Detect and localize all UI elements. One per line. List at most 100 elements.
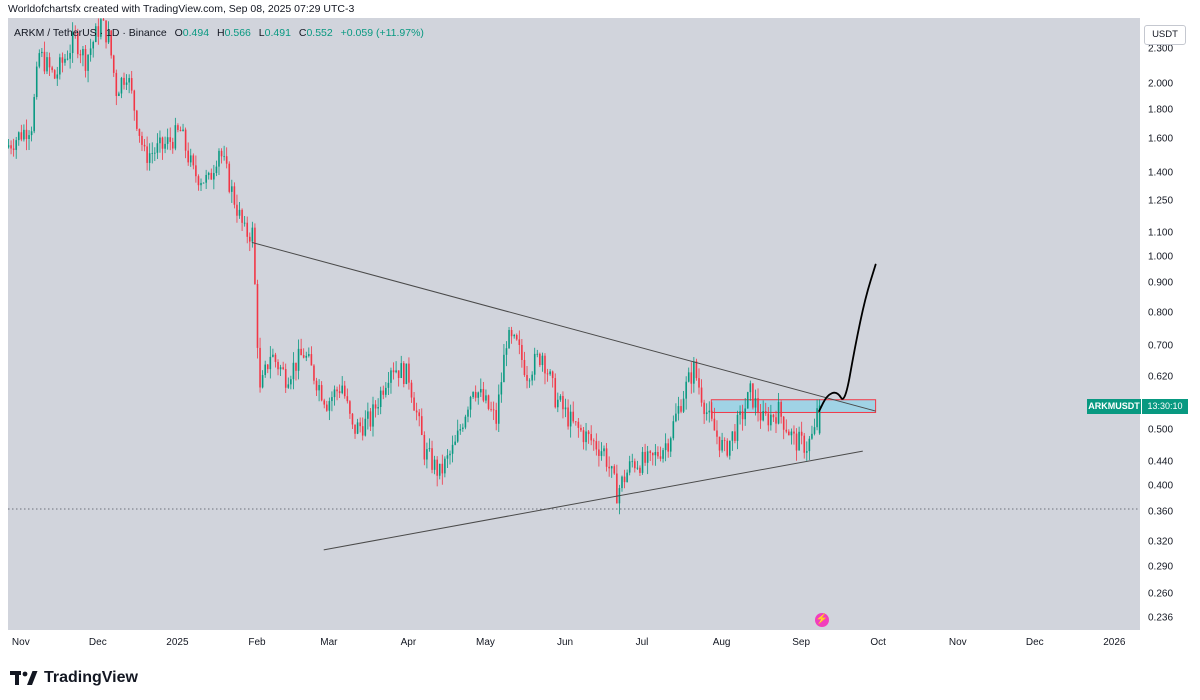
candle-body xyxy=(433,459,436,470)
candle-body xyxy=(20,132,23,140)
time-tick-label: May xyxy=(475,637,495,648)
candle-body xyxy=(567,407,569,427)
candle-body xyxy=(423,434,426,460)
price-tick-label: 2.300 xyxy=(1148,43,1174,55)
candle-body xyxy=(559,396,562,400)
candle-body xyxy=(454,441,456,445)
candle-body xyxy=(220,150,223,157)
brand-footer[interactable]: TradingView xyxy=(10,667,138,689)
brand-name: TradingView xyxy=(44,669,138,686)
lightning-icon[interactable]: ⚡ xyxy=(815,613,829,627)
candle-body xyxy=(788,431,790,436)
candle-body xyxy=(166,137,169,144)
price-chart[interactable] xyxy=(8,18,1140,630)
candle-body xyxy=(698,378,700,388)
candle-body xyxy=(159,137,161,144)
candle-body xyxy=(343,385,346,397)
candle-body xyxy=(97,26,100,37)
candle-body xyxy=(395,370,397,373)
candle-body xyxy=(374,404,377,409)
candle-body xyxy=(92,42,95,49)
candle-body xyxy=(308,354,310,356)
candle-body xyxy=(274,354,277,362)
candle-body xyxy=(800,431,803,436)
candle-body xyxy=(241,209,243,223)
candle-body xyxy=(775,417,777,424)
candle-body xyxy=(569,411,572,427)
candle-body xyxy=(531,374,533,381)
price-tick-label: 1.000 xyxy=(1148,251,1174,263)
candle-body xyxy=(785,429,788,432)
price-tick-label: 0.900 xyxy=(1148,277,1174,289)
candle-body xyxy=(77,32,79,55)
candle-body xyxy=(713,418,716,431)
candle-body xyxy=(605,448,608,467)
candle-body xyxy=(336,389,338,392)
candle-body xyxy=(546,373,549,375)
time-tick-label: Dec xyxy=(1025,637,1044,648)
candle-body xyxy=(539,353,541,366)
candle-body xyxy=(521,344,523,360)
candle-body xyxy=(320,385,323,401)
candle-body xyxy=(120,77,123,94)
symbol-legend: ARKM / TetherUS · 1D · Binance O0.494 H0… xyxy=(14,27,424,39)
candle-body xyxy=(469,397,472,410)
candle-body xyxy=(364,418,367,436)
chart-area[interactable] xyxy=(8,18,1140,630)
open-value: 0.494 xyxy=(182,27,210,39)
candle-body xyxy=(146,146,148,163)
candle-body xyxy=(17,132,20,141)
candle-body xyxy=(764,411,767,414)
candle-body xyxy=(608,466,610,469)
candle-body xyxy=(413,397,415,411)
candle-body xyxy=(795,433,798,451)
candle-body xyxy=(736,414,739,441)
candle-body xyxy=(205,174,207,183)
time-axis[interactable]: Nov Dec 2025 Feb Mar Apr May Jun Jul Aug Sep Oct Nov… xyxy=(8,630,1140,656)
candle-body xyxy=(808,438,811,452)
candle-body xyxy=(51,67,53,71)
candle-body xyxy=(677,406,680,414)
candle-body xyxy=(277,361,279,370)
candle-body xyxy=(456,430,459,442)
candle-body xyxy=(669,438,672,452)
candle-body xyxy=(390,370,392,383)
high-value: 0.566 xyxy=(224,27,251,39)
time-tick-label: Dec xyxy=(88,637,107,648)
candle-body xyxy=(528,380,531,382)
currency-selector[interactable]: USDT xyxy=(1144,25,1186,45)
price-axis[interactable]: 2.300 2.000 1.800 1.600 1.400 1.250 1.100 1.000… xyxy=(1140,18,1200,630)
candle-body xyxy=(313,365,315,381)
candle-body xyxy=(192,155,195,166)
candle-body xyxy=(179,129,182,132)
candle-body xyxy=(690,372,693,384)
candle-body xyxy=(133,90,136,111)
candle-body xyxy=(464,416,467,428)
candle-body xyxy=(164,143,166,149)
candle-body xyxy=(246,222,249,237)
candle-body xyxy=(449,453,451,456)
candle-body xyxy=(272,354,274,357)
candle-body xyxy=(418,412,420,417)
price-tick-label: 0.700 xyxy=(1148,340,1174,352)
candle-body xyxy=(729,440,731,456)
candle-body xyxy=(752,383,754,408)
price-tick-label: 0.260 xyxy=(1148,588,1174,600)
candle-body xyxy=(446,455,449,459)
candle-body xyxy=(585,431,587,443)
candle-body xyxy=(487,395,490,409)
candle-body xyxy=(354,424,356,434)
candle-body xyxy=(87,54,89,71)
candle-body xyxy=(302,355,305,358)
time-tick-label: Sep xyxy=(792,637,811,648)
candle-body xyxy=(223,156,225,158)
candle-body xyxy=(84,48,87,71)
candle-body xyxy=(675,413,677,422)
candle-body xyxy=(141,135,143,145)
price-tick-label: 0.360 xyxy=(1148,506,1174,518)
candle-body xyxy=(284,369,287,388)
candle-body xyxy=(490,408,492,410)
candle-body xyxy=(505,348,508,355)
candle-body xyxy=(287,384,290,388)
price-tick-label: 0.500 xyxy=(1148,424,1174,436)
